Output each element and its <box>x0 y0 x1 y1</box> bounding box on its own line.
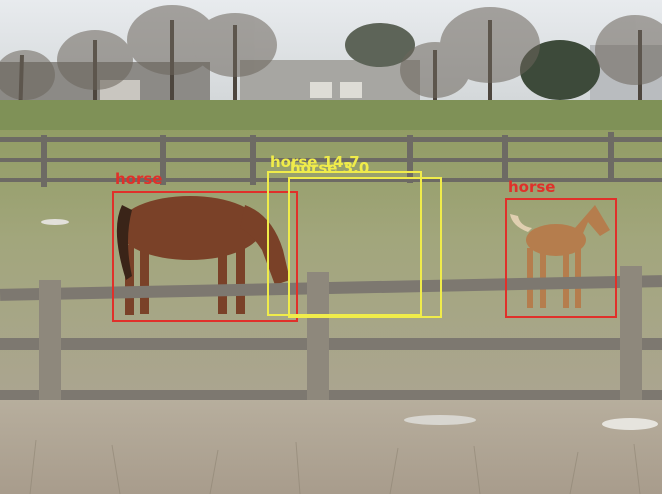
bbox-label-horse-adult: horse <box>115 170 163 188</box>
bbox-horse-foal <box>505 198 617 318</box>
bbox-label-horse-foal: horse <box>508 178 556 196</box>
bbox-horse-14-7 <box>267 171 422 316</box>
bbox-label-horse-3-0: horse 3.0 <box>290 159 370 177</box>
bbox-horse-adult <box>112 191 298 322</box>
bbox-horse-3-0 <box>288 177 442 318</box>
bbox-label-horse-14-7: horse 14.7 <box>270 153 360 171</box>
